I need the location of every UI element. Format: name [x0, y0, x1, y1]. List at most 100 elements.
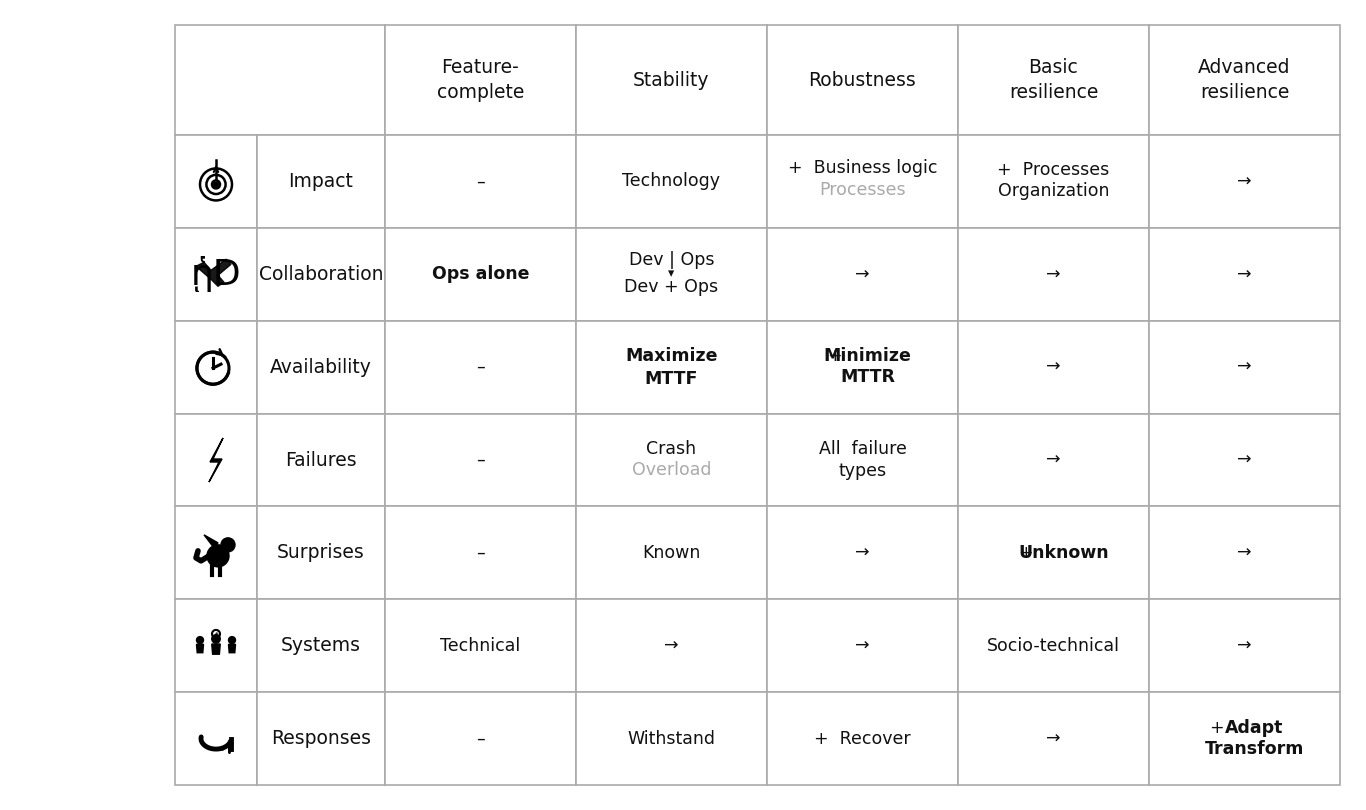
Text: All  failure
types: All failure types [818, 440, 907, 480]
Polygon shape [228, 644, 235, 653]
Circle shape [197, 637, 204, 644]
Text: +  Business logic: + Business logic [788, 160, 937, 177]
Text: +: + [828, 347, 841, 365]
Bar [766, 228, 958, 321]
Text: –: – [477, 173, 485, 190]
Bar [175, 321, 257, 414]
Bar [576, 692, 766, 785]
Bar [958, 414, 1149, 506]
Text: MTTR: MTTR [840, 368, 895, 386]
Bar [576, 414, 766, 506]
Bar [385, 692, 576, 785]
Bar [175, 414, 257, 506]
Polygon shape [209, 438, 223, 482]
Text: ▾: ▾ [668, 266, 675, 279]
Text: →: → [1238, 544, 1251, 562]
Bar [576, 228, 766, 321]
Text: →: → [664, 637, 679, 654]
Text: Overload: Overload [631, 461, 712, 479]
Text: –: – [477, 451, 485, 469]
Text: Feature-
complete: Feature- complete [437, 58, 525, 101]
Bar [766, 321, 958, 414]
Bar [257, 599, 385, 692]
Circle shape [221, 538, 235, 552]
Text: +  Recover: + Recover [814, 730, 911, 748]
Bar [576, 135, 766, 228]
Bar [1149, 692, 1340, 785]
Text: Technical: Technical [440, 637, 520, 654]
Text: →: → [1238, 451, 1251, 469]
Bar [175, 692, 257, 785]
Text: →: → [855, 266, 870, 284]
Text: →: → [1046, 266, 1061, 284]
Bar [385, 135, 576, 228]
Text: Advanced
resilience: Advanced resilience [1198, 58, 1291, 101]
Text: Ops alone: Ops alone [432, 266, 529, 284]
Polygon shape [197, 644, 204, 653]
Text: +: + [1018, 544, 1033, 562]
Bar [257, 228, 385, 321]
Bar [958, 25, 1149, 135]
Text: Transform: Transform [1205, 740, 1305, 757]
Text: Stability: Stability [634, 70, 710, 89]
Text: Responses: Responses [270, 729, 372, 748]
Polygon shape [204, 535, 219, 548]
Text: Failures: Failures [285, 450, 357, 470]
Bar [1149, 135, 1340, 228]
Bar [1149, 599, 1340, 692]
Bar [958, 228, 1149, 321]
Text: –: – [477, 358, 485, 376]
Text: →: → [1046, 451, 1061, 469]
Bar [958, 599, 1149, 692]
Bar [385, 25, 576, 135]
Text: Collaboration: Collaboration [258, 265, 384, 284]
Bar [576, 321, 766, 414]
Bar [766, 135, 958, 228]
Text: Minimize: Minimize [824, 347, 911, 365]
Bar [175, 25, 385, 135]
Text: Maximize
MTTF: Maximize MTTF [626, 347, 717, 388]
Bar [1149, 321, 1340, 414]
Bar [766, 506, 958, 599]
Text: Crash: Crash [646, 440, 697, 458]
Bar [766, 692, 958, 785]
Text: Systems: Systems [281, 636, 361, 655]
Bar [576, 599, 766, 692]
Bar [385, 414, 576, 506]
Bar [385, 228, 576, 321]
Text: Withstand: Withstand [627, 730, 716, 748]
Text: Surprises: Surprises [277, 544, 365, 562]
Text: Availability: Availability [270, 358, 372, 377]
Bar [385, 506, 576, 599]
Text: →: → [855, 544, 870, 562]
Bar [576, 506, 766, 599]
Text: +: + [1209, 718, 1224, 736]
Circle shape [213, 182, 219, 187]
Text: →: → [1046, 730, 1061, 748]
Text: →: → [855, 637, 870, 654]
Text: Unknown: Unknown [1018, 544, 1109, 562]
Text: Socio-technical: Socio-technical [988, 637, 1120, 654]
Circle shape [228, 637, 235, 644]
Bar [257, 135, 385, 228]
Bar [257, 321, 385, 414]
Bar [257, 692, 385, 785]
Bar [385, 599, 576, 692]
Text: →: → [1046, 358, 1061, 376]
Circle shape [212, 635, 220, 643]
Bar [1149, 414, 1340, 506]
Bar [766, 414, 958, 506]
Bar [958, 135, 1149, 228]
Bar [958, 506, 1149, 599]
Text: Robustness: Robustness [809, 70, 917, 89]
Text: →: → [1238, 358, 1251, 376]
Bar [385, 321, 576, 414]
Bar [958, 321, 1149, 414]
Bar [257, 506, 385, 599]
Text: ⚡: ⚡ [213, 629, 219, 638]
Bar [576, 25, 766, 135]
Text: –: – [477, 730, 485, 748]
Bar [175, 228, 257, 321]
Circle shape [208, 545, 229, 567]
Text: –: – [477, 544, 485, 562]
